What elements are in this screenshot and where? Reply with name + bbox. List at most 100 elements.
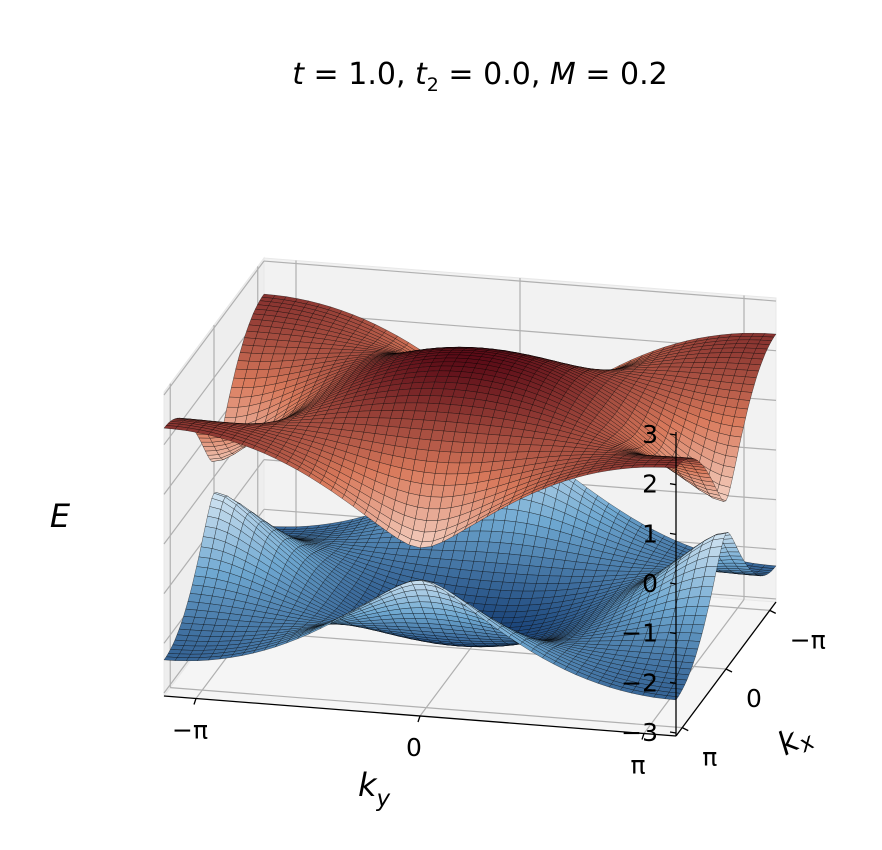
- surface-patch: [248, 353, 263, 362]
- surface-patch: [203, 576, 217, 588]
- x-tick: [769, 609, 777, 614]
- surface-patch: [426, 557, 441, 568]
- surface-patch: [542, 547, 557, 560]
- surface-patch: [653, 464, 668, 468]
- surface-patch: [515, 510, 530, 524]
- surface-patch: [522, 534, 537, 547]
- surface-patch: [196, 635, 211, 642]
- surface-patch: [538, 566, 552, 576]
- surface-patch: [464, 587, 479, 597]
- surface-patch: [679, 661, 694, 670]
- surface-patch: [670, 654, 685, 663]
- surface-patch: [436, 403, 451, 413]
- surface-patch: [176, 628, 191, 636]
- grid-line: [263, 260, 777, 302]
- surface-patch: [218, 605, 233, 614]
- surface-patch: [664, 695, 679, 701]
- surface-patch: [438, 365, 453, 372]
- surface-patch: [192, 617, 207, 625]
- surface-patch: [731, 347, 746, 353]
- y-tick: [193, 698, 197, 705]
- surface-patch: [755, 343, 770, 350]
- y-axis-label: ky: [358, 766, 391, 812]
- surface-patch: [650, 646, 665, 654]
- surface-patch: [412, 518, 427, 533]
- surface-patch: [531, 546, 546, 558]
- surface-patch: [520, 544, 535, 557]
- surface-patch: [416, 395, 431, 404]
- surface-patch: [607, 565, 621, 572]
- surface-patch: [708, 546, 722, 557]
- x-tick-label: 0: [746, 684, 762, 713]
- surface-patch: [319, 343, 334, 350]
- surface-patch: [749, 358, 764, 366]
- surface-patch: [703, 566, 718, 577]
- surface-patch: [584, 562, 599, 571]
- surface-patch: [729, 555, 744, 561]
- x-tick-label: π: [702, 743, 717, 772]
- surface-patch: [718, 352, 732, 358]
- x-tick: [681, 727, 689, 732]
- y-tick-labels: −π 0 π: [172, 698, 646, 780]
- y-tick-label: π: [630, 751, 645, 780]
- z-tick-label: −3: [621, 718, 658, 747]
- surface-patch: [504, 563, 519, 575]
- surface-patch: [521, 429, 536, 439]
- surface-patch: [238, 614, 253, 622]
- surface-patch: [571, 569, 586, 577]
- surface-patch: [236, 620, 251, 627]
- z-tick-label: 1: [642, 519, 658, 548]
- surface-patch: [732, 416, 746, 428]
- surface-patch: [727, 435, 742, 448]
- surface-patch: [200, 536, 215, 549]
- z-tick-label: −1: [621, 619, 658, 648]
- surface-patch: [198, 594, 213, 604]
- surface-patch: [751, 353, 766, 360]
- surface-patch: [428, 439, 442, 452]
- surface-patch: [196, 602, 211, 612]
- surface-patch: [461, 442, 476, 453]
- z-tick: [669, 433, 677, 436]
- surface-patch: [308, 342, 323, 349]
- surface-patch: [678, 366, 693, 373]
- surface-patch: [185, 601, 200, 611]
- surface-patch: [183, 640, 198, 647]
- surface-patch: [747, 363, 762, 372]
- surface-patch: [423, 411, 438, 421]
- surface-patch: [753, 348, 768, 355]
- y-tick: [641, 733, 645, 740]
- z-tick: [669, 483, 677, 486]
- surface-patch: [202, 526, 217, 539]
- surface-patch: [517, 498, 532, 513]
- surface-patch: [426, 508, 441, 521]
- surface-patch: [210, 630, 224, 637]
- grid-line: [163, 260, 265, 396]
- surface-patch: [734, 407, 748, 419]
- surface-patch: [207, 603, 222, 613]
- surface-patch: [513, 521, 528, 535]
- surface-patch: [530, 437, 545, 446]
- surface-patch: [473, 551, 488, 563]
- z-tick: [669, 582, 677, 585]
- y-tick-label: −π: [172, 716, 208, 745]
- surface-patch: [288, 334, 303, 343]
- surface-patch: [448, 451, 463, 464]
- z-tick-label: 0: [642, 569, 658, 598]
- x-tick: [725, 668, 733, 673]
- surface-patch: [725, 445, 740, 458]
- surface-patch: [470, 406, 485, 417]
- surface-patch: [692, 615, 707, 626]
- surface-patch: [738, 357, 753, 365]
- surface-patch: [414, 448, 429, 462]
- surface-patch: [376, 417, 391, 427]
- surface-patch: [170, 644, 185, 651]
- surface-patch: [682, 655, 696, 664]
- surface-patch: [486, 541, 501, 554]
- surface-patch: [390, 410, 404, 419]
- surface-patch: [729, 425, 744, 438]
- x-tick-labels: −π 0 π: [681, 609, 826, 772]
- surface-patch: [664, 464, 679, 469]
- surface-patch: [551, 558, 566, 569]
- surface-patch: [500, 531, 514, 544]
